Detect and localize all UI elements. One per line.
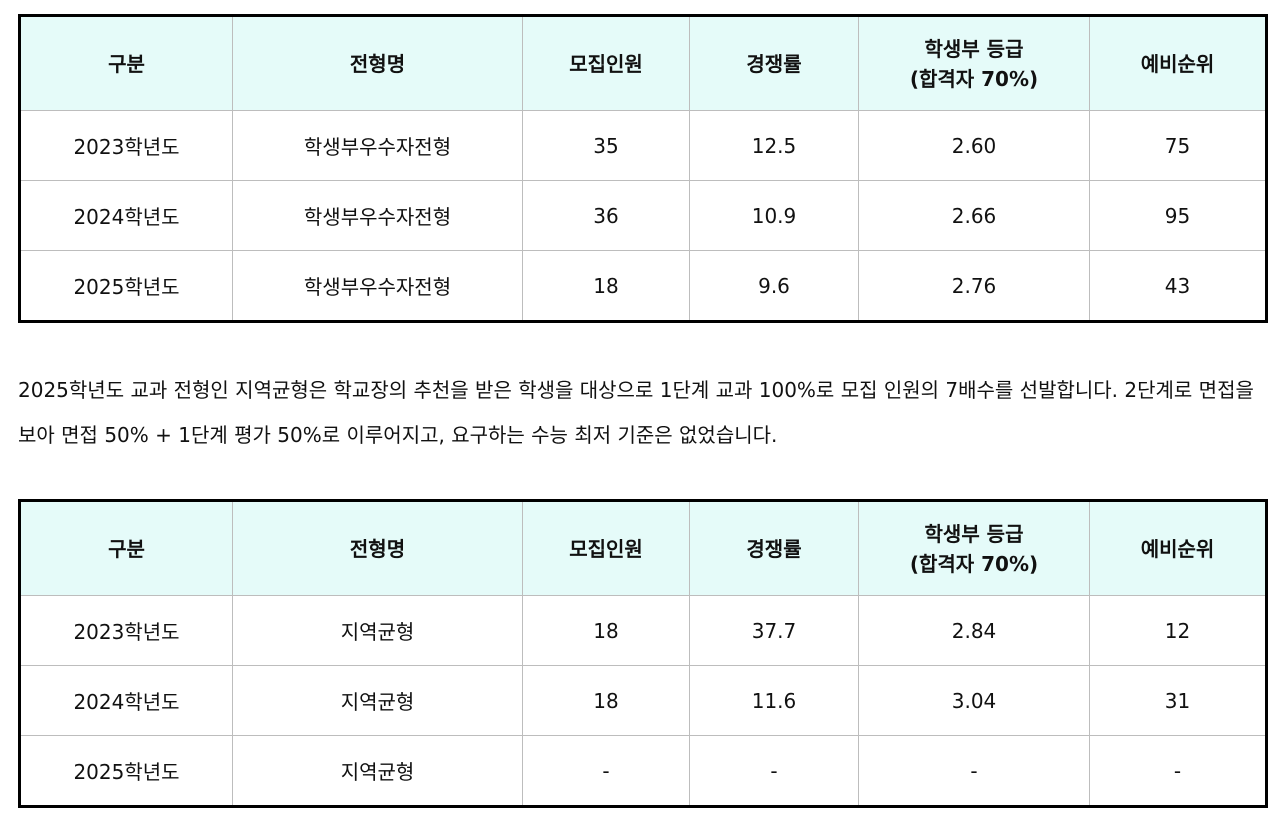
header-waitlist: 예비순위: [1089, 15, 1267, 111]
table-cell: 학생부우수자전형: [232, 110, 523, 181]
table-row: 2023학년도 학생부우수자전형 35 12.5 2.60 75: [19, 110, 1267, 181]
table-cell: 2024학년도: [19, 180, 233, 251]
header-row: 구분 전형명 모집인원 경쟁률 학생부 등급 (합격자 70%) 예비순위: [19, 15, 1267, 111]
table-cell: 36: [522, 180, 690, 251]
table-cell: 18: [522, 665, 690, 736]
table-cell: 95: [1089, 180, 1267, 251]
table-cell: 학생부우수자전형: [232, 250, 523, 322]
table-cell: 지역균형: [232, 595, 523, 666]
header-quota: 모집인원: [522, 500, 690, 596]
header-row: 구분 전형명 모집인원 경쟁률 학생부 등급 (합격자 70%) 예비순위: [19, 500, 1267, 596]
header-category: 구분: [19, 15, 233, 111]
table-cell: -: [689, 735, 859, 807]
table-cell: 35: [522, 110, 690, 181]
table-cell: 2.60: [858, 110, 1090, 181]
header-type: 전형명: [232, 500, 523, 596]
table-cell: 9.6: [689, 250, 859, 322]
table-cell: 학생부우수자전형: [232, 180, 523, 251]
table-cell: 2025학년도: [19, 250, 233, 322]
admission-table-student-record: 구분 전형명 모집인원 경쟁률 학생부 등급 (합격자 70%) 예비순위 202…: [18, 14, 1268, 323]
table-cell: 43: [1089, 250, 1267, 322]
table-cell: 18: [522, 250, 690, 322]
table-cell: 37.7: [689, 595, 859, 666]
header-competition: 경쟁률: [689, 500, 859, 596]
description-paragraph: 2025학년도 교과 전형인 지역균형은 학교장의 추천을 받은 학생을 대상으…: [18, 378, 1254, 447]
table-row: 2024학년도 학생부우수자전형 36 10.9 2.66 95: [19, 180, 1267, 251]
table-cell: 12.5: [689, 110, 859, 181]
table-cell: 2.84: [858, 595, 1090, 666]
table-cell: 2.66: [858, 180, 1090, 251]
table-cell: 11.6: [689, 665, 859, 736]
header-grade: 학생부 등급 (합격자 70%): [858, 500, 1090, 596]
table-row: 2024학년도 지역균형 18 11.6 3.04 31: [19, 665, 1267, 736]
table-cell: 31: [1089, 665, 1267, 736]
table-cell: 2024학년도: [19, 665, 233, 736]
header-grade: 학생부 등급 (합격자 70%): [858, 15, 1090, 111]
admission-table-regional: 구분 전형명 모집인원 경쟁률 학생부 등급 (합격자 70%) 예비순위 202…: [18, 499, 1268, 808]
table-cell: 2023학년도: [19, 595, 233, 666]
table-cell: 18: [522, 595, 690, 666]
table-cell: 지역균형: [232, 665, 523, 736]
table-cell: 10.9: [689, 180, 859, 251]
header-competition: 경쟁률: [689, 15, 859, 111]
table-cell: 2025학년도: [19, 735, 233, 807]
table-cell: 12: [1089, 595, 1267, 666]
table-row: 2025학년도 지역균형 - - - -: [19, 735, 1267, 807]
header-type: 전형명: [232, 15, 523, 111]
header-category: 구분: [19, 500, 233, 596]
header-quota: 모집인원: [522, 15, 690, 111]
table-cell: -: [858, 735, 1090, 807]
table-cell: 지역균형: [232, 735, 523, 807]
table-cell: 2023학년도: [19, 110, 233, 181]
table-row: 2023학년도 지역균형 18 37.7 2.84 12: [19, 595, 1267, 666]
table-cell: 2.76: [858, 250, 1090, 322]
table-cell: 3.04: [858, 665, 1090, 736]
table-cell: 75: [1089, 110, 1267, 181]
table-cell: -: [1089, 735, 1267, 807]
table-cell: -: [522, 735, 690, 807]
header-waitlist: 예비순위: [1089, 500, 1267, 596]
table-row: 2025학년도 학생부우수자전형 18 9.6 2.76 43: [19, 250, 1267, 322]
